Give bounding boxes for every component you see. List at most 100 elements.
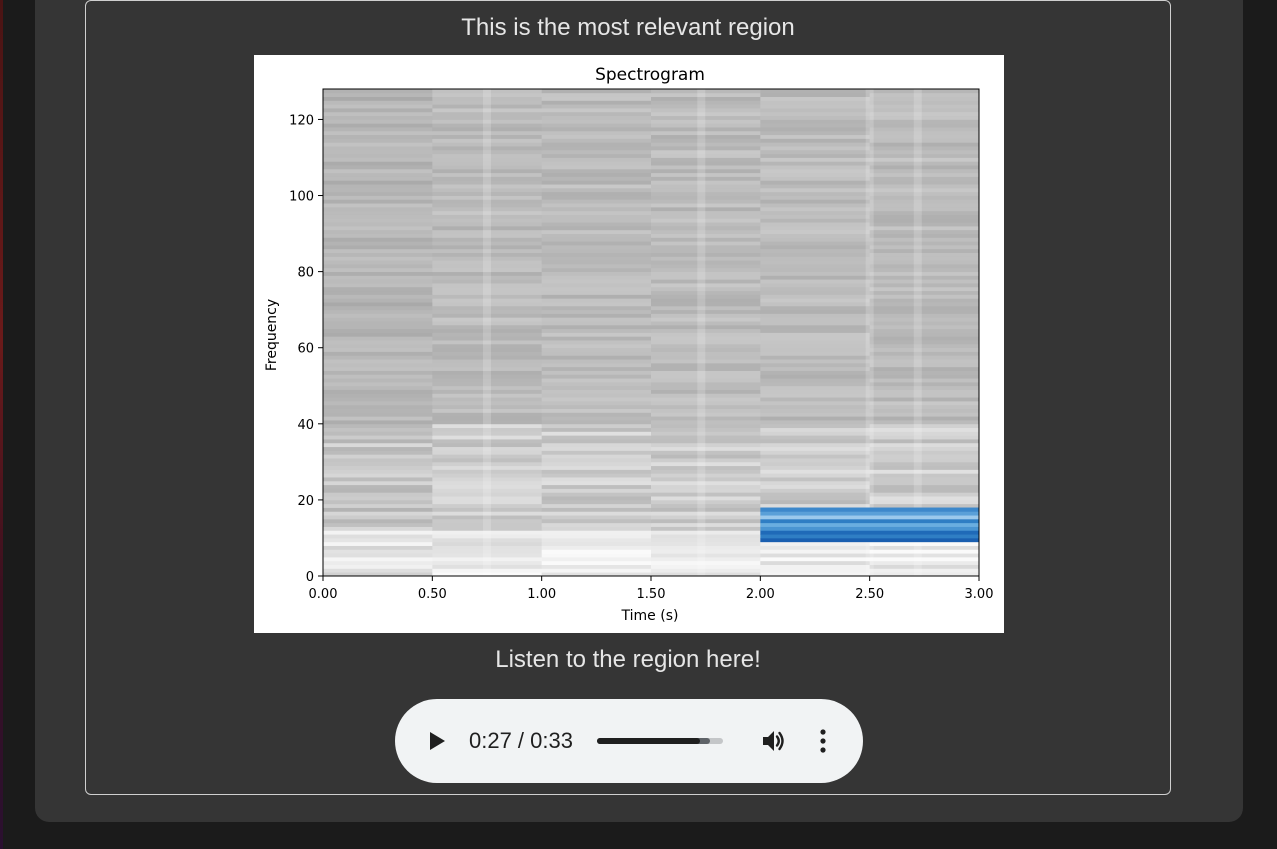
heatmap-cell xyxy=(651,252,761,257)
x-tick-label: 2.00 xyxy=(746,587,775,602)
heatmap-cell xyxy=(760,168,871,174)
heatmap-cell xyxy=(869,267,979,273)
heatmap-cell xyxy=(432,477,543,482)
heatmap-cell xyxy=(869,199,979,204)
heatmap-cell xyxy=(869,279,979,284)
heatmap-cell xyxy=(432,290,543,295)
heatmap-cell xyxy=(432,454,543,459)
heatmap-cell xyxy=(323,511,433,516)
heatmap-cell xyxy=(760,328,871,333)
heatmap-cell xyxy=(869,404,979,409)
heatmap-cell xyxy=(323,138,433,143)
heatmap-cell xyxy=(869,541,979,546)
heatmap-cell xyxy=(760,454,871,459)
heatmap-cell xyxy=(651,416,761,421)
heatmap-cell xyxy=(869,324,979,330)
heatmap-cell xyxy=(651,206,761,212)
heatmap-cell xyxy=(541,210,652,215)
heatmap-cell xyxy=(869,89,979,94)
heatmap-cell xyxy=(541,264,652,269)
heatmap-cell xyxy=(541,271,652,276)
volume-button[interactable] xyxy=(760,727,788,755)
heatmap-cell xyxy=(760,130,871,136)
heatmap-cell xyxy=(760,260,871,265)
heatmap-cell xyxy=(760,104,871,109)
heatmap-cell xyxy=(323,100,433,105)
heatmap-cell xyxy=(651,393,761,398)
heatmap-cell xyxy=(541,400,652,406)
play-button[interactable] xyxy=(426,729,448,753)
heatmap-cell xyxy=(323,492,433,497)
heatmap-cell xyxy=(651,450,761,455)
heatmap-cell xyxy=(760,488,871,493)
heatmap-cell xyxy=(432,260,543,265)
heatmap-cell xyxy=(323,161,433,166)
heatmap-cell xyxy=(869,210,979,215)
heatmap-cell xyxy=(541,385,652,390)
heatmap-cell xyxy=(869,127,979,132)
listen-heading: Listen to the region here! xyxy=(495,646,761,673)
heatmap-cell xyxy=(869,568,979,573)
heatmap-cell xyxy=(432,271,543,276)
heatmap-cell xyxy=(760,222,871,227)
heatmap-cell xyxy=(869,378,979,383)
heatmap-cell xyxy=(323,351,433,356)
heatmap-cell xyxy=(541,381,652,387)
heatmap-cell xyxy=(541,431,652,436)
heatmap-cell xyxy=(541,442,652,448)
heatmap-cell xyxy=(760,416,871,421)
heatmap-cell xyxy=(323,157,433,162)
heatmap-cell xyxy=(651,412,761,417)
heatmap-cell xyxy=(541,142,652,147)
heatmap-cell xyxy=(323,404,433,409)
heatmap-cell xyxy=(760,499,871,505)
heatmap-cell xyxy=(323,275,433,280)
heatmap-cell xyxy=(541,492,652,497)
heatmap-cell xyxy=(541,248,652,254)
heatmap-cell xyxy=(651,100,761,105)
heatmap-cell xyxy=(760,127,871,132)
heatmap-cell xyxy=(323,507,433,512)
heatmap-streak xyxy=(697,89,706,576)
heatmap-cell xyxy=(432,127,543,132)
heatmap-cell xyxy=(869,142,979,147)
heatmap-cell xyxy=(651,184,761,189)
heatmap-cell xyxy=(760,161,871,166)
seek-slider[interactable] xyxy=(597,738,723,744)
heatmap-cell xyxy=(323,469,433,474)
heatmap-cell xyxy=(432,168,543,174)
heatmap-cell xyxy=(432,302,543,307)
heatmap-cell xyxy=(651,225,761,231)
heatmap-cell xyxy=(323,108,433,113)
heatmap-cell xyxy=(432,378,543,383)
heatmap-cell xyxy=(869,123,979,128)
heatmap-cell xyxy=(869,309,979,314)
heatmap-cell xyxy=(432,248,543,254)
more-options-button[interactable] xyxy=(812,727,834,755)
heatmap-cell xyxy=(651,553,761,558)
heatmap-cell xyxy=(760,496,871,501)
heatmap-cell xyxy=(651,180,761,185)
heatmap-cell xyxy=(432,526,543,531)
heatmap-cell xyxy=(760,370,871,375)
heatmap-cell xyxy=(760,560,871,565)
heatmap-cell xyxy=(432,267,543,273)
heatmap-cell xyxy=(541,130,652,136)
heatmap-cell xyxy=(869,458,979,463)
highlight-band xyxy=(760,534,979,539)
heatmap-cell xyxy=(651,484,761,489)
heatmap-cell xyxy=(323,283,433,288)
region-heading: This is the most relevant region xyxy=(461,14,795,41)
x-tick-label: 0.50 xyxy=(418,587,447,602)
heatmap-cell xyxy=(869,366,979,371)
heatmap-cell xyxy=(651,248,761,254)
heatmap-cell xyxy=(432,146,543,151)
highlight-band xyxy=(760,511,979,516)
heatmap-cell xyxy=(651,423,761,429)
heatmap-cell xyxy=(869,134,979,139)
heatmap-cell xyxy=(760,492,871,497)
heatmap-cell xyxy=(432,556,543,562)
heatmap-cell xyxy=(323,450,433,455)
heatmap-cell xyxy=(869,454,979,459)
heatmap-cell xyxy=(651,222,761,227)
